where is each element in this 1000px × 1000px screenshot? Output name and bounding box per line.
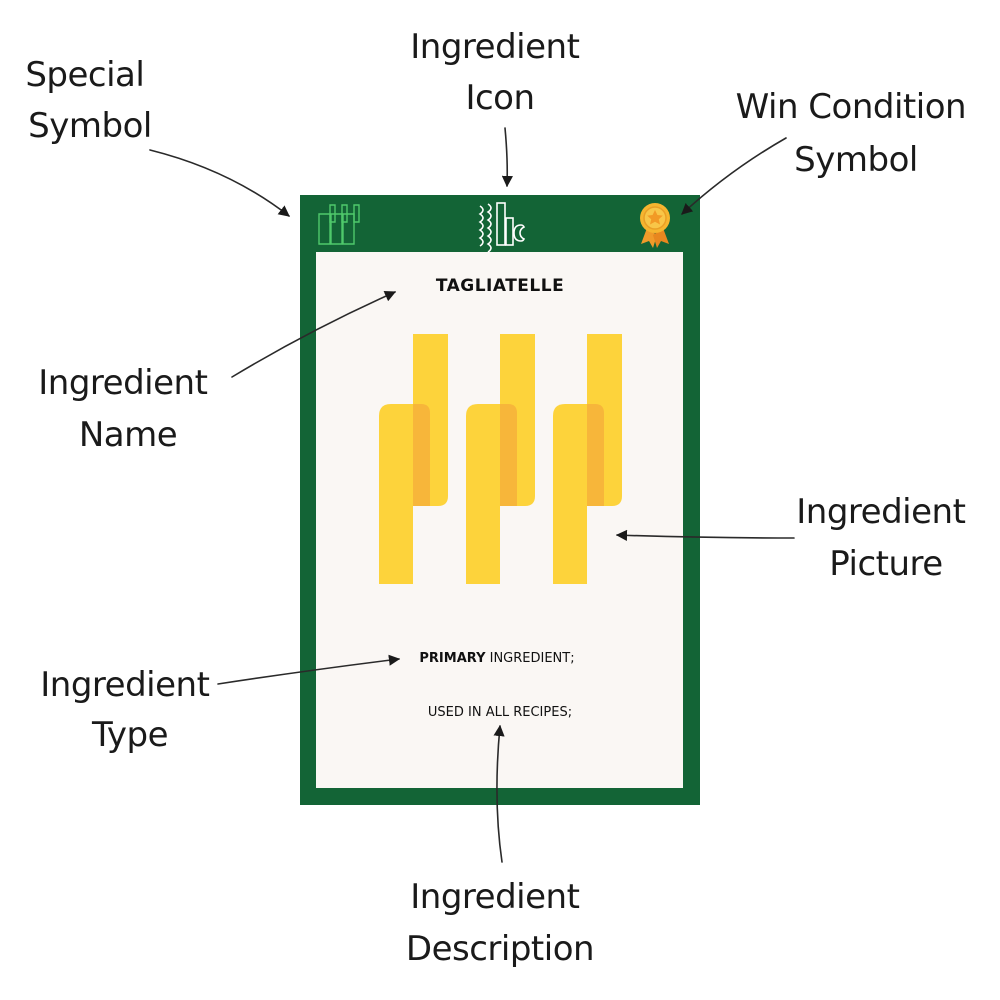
award-medal-icon [640,203,670,248]
ingredient-description: USED IN ALL RECIPES; [428,705,572,720]
pasta-strips-outline-icon [318,204,360,245]
callout-ingredient-name: Ingredient Name [38,363,217,455]
callout-ingredient-description: Ingredient Description [406,877,594,969]
callout-ingredient-type: Ingredient Type [40,665,219,755]
arrow-ingredient-type [217,654,401,685]
ingredient-type-bold: PRIMARY [419,651,486,666]
pasta-strip-3 [553,334,622,584]
arrow-ingredient-icon [501,127,513,188]
pasta-strip-2 [466,334,535,584]
arrow-ingredient-picture [615,529,795,541]
arrow-ingredient-description [493,724,505,863]
callout-ingredient-icon: Ingredient Icon [410,27,589,118]
ingredient-type: PRIMARY INGREDIENT; [419,651,574,666]
arrow-special-symbol [149,149,290,217]
ingredient-card: TAGLIATELLE PRIMARY INGREDIENT; [300,195,700,805]
pasta-bundle-icon [478,202,526,253]
callout-win-condition: Win Condition Symbol [736,87,977,180]
pasta-strip-1 [379,334,448,584]
arrow-win-condition [681,137,787,215]
tagliatelle-picture [379,334,622,584]
ingredient-name: TAGLIATELLE [436,276,564,296]
ingredient-type-rest: INGREDIENT; [485,651,574,666]
arrow-ingredient-name [231,291,397,378]
callout-special-symbol: Special Symbol [25,55,154,146]
callout-ingredient-picture: Ingredient Picture [796,492,975,584]
